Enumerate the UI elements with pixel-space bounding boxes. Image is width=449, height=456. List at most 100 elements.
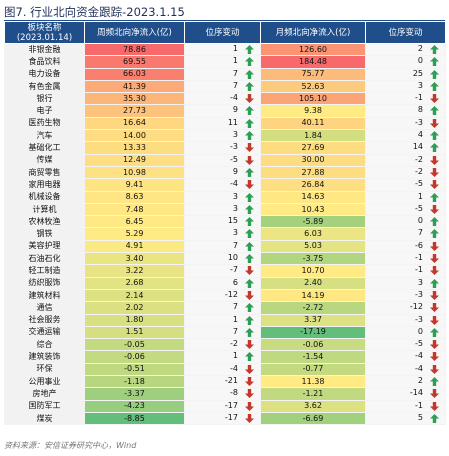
weekly-rank-change: 7 [184,79,261,94]
monthly-rank-change: -14 [365,387,446,401]
weekly-rank-change-value: -5 [230,154,238,164]
up-arrow-icon [430,69,439,79]
weekly-inflow-value: 12.49 [84,153,185,167]
up-arrow-icon [245,229,254,239]
monthly-rank-change-value: -5 [415,339,423,349]
down-arrow-icon [430,155,439,165]
source-note: 资料来源：安信证券研究中心，Wind [4,441,137,450]
weekly-inflow-value: 35.30 [84,92,185,106]
sector-name: 计算机 [4,202,85,217]
down-arrow-icon [245,180,254,190]
monthly-inflow-value: 126.60 [260,42,366,57]
weekly-rank-change: 6 [184,276,261,290]
up-arrow-icon [245,327,254,337]
monthly-inflow-value: -0.06 [260,338,366,352]
monthly-rank-change-value: 2 [417,376,423,386]
weekly-inflow-value: 4.91 [84,239,185,254]
up-arrow-icon [430,192,439,202]
monthly-rank-change: 0 [365,215,446,229]
monthly-inflow-value: -6.69 [260,411,366,426]
table-row: 国防军工 -4.23 -17 3.62 -1 [4,399,446,413]
weekly-inflow-value: -0.51 [84,362,185,377]
monthly-rank-change-value: 5 [417,412,423,422]
weekly-rank-change-value: 3 [232,191,238,201]
monthly-rank-change-value: -5 [415,179,423,189]
table-row: 交通运输 1.51 7 -17.19 0 [4,325,446,340]
monthly-rank-header: 位序变动 [365,21,446,44]
sector-name: 交通运输 [4,325,85,340]
sector-name: 轻工制造 [4,264,85,278]
weekly-rank-change: -8 [184,387,261,401]
monthly-rank-change-value: -3 [415,314,423,324]
monthly-rank-change: 4 [365,129,446,143]
monthly-rank-change: 2 [365,42,446,57]
sector-name: 汽车 [4,129,85,143]
weekly-inflow-value: 2.02 [84,301,185,315]
monthly-rank-change: 0 [365,325,446,340]
monthly-rank-change-value: -1 [415,93,423,103]
sector-name: 环保 [4,362,85,377]
weekly-inflow-value: -3.37 [84,387,185,401]
weekly-rank-change-value: -17 [224,412,238,422]
weekly-rank-change-value: 1 [232,351,238,361]
table-row: 机械设备 8.63 3 14.63 1 [4,190,446,204]
monthly-rank-change: 0 [365,55,446,69]
weekly-rank-change: 15 [184,215,261,229]
sector-name: 公用事业 [4,375,85,389]
down-arrow-icon [430,266,439,276]
table-row: 社会服务 1.80 1 3.37 -3 [4,313,446,327]
table-row: 传媒 12.49 -5 30.00 -2 [4,153,446,167]
sector-name: 社会服务 [4,313,85,327]
monthly-rank-change: -1 [365,92,446,106]
down-arrow-icon [245,94,254,104]
up-arrow-icon [245,167,254,177]
down-arrow-icon [430,241,439,251]
up-arrow-icon [245,45,254,54]
weekly-rank-change: -17 [184,411,261,426]
table-row: 综合 -0.05 -2 -0.06 -5 [4,338,446,352]
monthly-rank-change: 3 [365,276,446,290]
weekly-inflow-value: 10.98 [84,165,185,180]
monthly-rank-change-value: -2 [415,166,423,176]
weekly-rank-change-value: -7 [230,265,238,275]
weekly-rank-change: 9 [184,104,261,118]
weekly-rank-change: -7 [184,264,261,278]
monthly-rank-change-value: -1 [415,265,423,275]
table-row: 建筑装饰 -0.06 1 -1.54 -4 [4,350,446,364]
monthly-rank-change: -5 [365,178,446,192]
monthly-rank-change-value: -6 [415,240,423,250]
weekly-rank-change: 7 [184,239,261,254]
weekly-rank-change-value: 11 [227,117,238,127]
monthly-rank-change: -5 [365,338,446,352]
table-row: 农林牧渔 6.45 15 -5.89 0 [4,215,446,229]
weekly-rank-change: -2 [184,338,261,352]
weekly-rank-change-value: 1 [232,56,238,66]
sector-name: 基础化工 [4,141,85,155]
up-arrow-icon [430,81,439,91]
weekly-rank-change: -4 [184,178,261,192]
monthly-inflow-value: -3.75 [260,252,366,266]
weekly-inflow-value: 1.51 [84,325,185,340]
up-arrow-icon [430,45,439,54]
weekly-rank-change: 1 [184,42,261,57]
down-arrow-icon [430,254,439,264]
sector-name: 综合 [4,338,85,352]
table-row: 石油石化 3.40 10 -3.75 -1 [4,252,446,266]
down-arrow-icon [430,290,439,300]
table-row: 煤炭 -8.85 -17 -6.69 5 [4,411,446,426]
up-arrow-icon [245,217,254,227]
weekly-rank-change: 3 [184,202,261,217]
monthly-rank-change-value: -4 [415,363,423,373]
figure-title: 图7. 行业北向资金跟踪-2023.1.15 [4,5,185,19]
down-arrow-icon [245,290,254,300]
up-arrow-icon [430,278,439,288]
monthly-inflow-value: 5.03 [260,239,366,254]
weekly-inflow-value: 78.86 [84,42,185,57]
weekly-header: 周频北向净流入(亿) [84,21,185,44]
weekly-rank-change-value: -3 [230,142,238,152]
monthly-inflow-value: 14.63 [260,190,366,204]
weekly-inflow-value: 16.64 [84,116,185,131]
table-row: 房地产 -3.37 -8 -1.21 -14 [4,387,446,401]
down-arrow-icon [245,364,254,374]
table-row: 公用事业 -1.18 -21 11.38 2 [4,375,446,389]
